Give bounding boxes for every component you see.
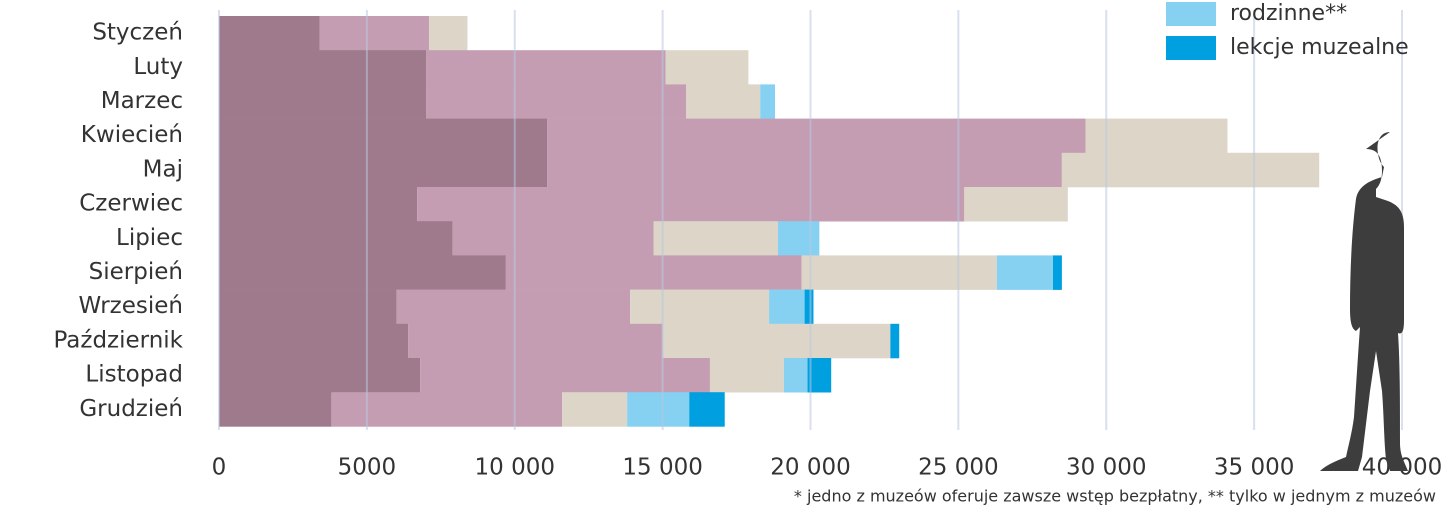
bar-segment — [801, 255, 997, 290]
bar-segment — [996, 255, 1054, 290]
bar-segment — [452, 221, 654, 256]
category-label: Styczeń — [92, 20, 183, 46]
bar-segment — [428, 16, 468, 51]
bar-segment — [219, 84, 427, 119]
category-label: Maj — [143, 156, 183, 182]
x-tick-label: 35 000 — [1214, 455, 1294, 481]
x-tick-label: 10 000 — [475, 455, 555, 481]
bars — [219, 16, 1320, 427]
bar-segment — [689, 392, 725, 427]
category-label: Marzec — [101, 88, 183, 114]
bar-segment — [219, 392, 332, 427]
bar-segment — [420, 358, 710, 393]
bar-segment — [547, 118, 1086, 154]
bar-segment — [417, 187, 965, 222]
bar-segment — [804, 289, 814, 325]
labels: Styczeń Luty Marzec Kwiecień Maj Czerwiec Lipi… — [53, 1, 1442, 481]
legend-swatch — [1166, 36, 1216, 60]
category-label: Listopad — [85, 362, 183, 388]
legend-swatch — [1166, 2, 1216, 26]
category-label: Grudzień — [79, 396, 183, 422]
bar-segment — [219, 152, 548, 188]
bar-segment — [562, 392, 628, 427]
legend-label: rodzinne** — [1230, 1, 1347, 26]
grid — [218, 10, 1403, 430]
category-label: Luty — [133, 54, 183, 80]
footnote: * jedno z muzeów oferuje zawsze wstęp be… — [794, 487, 1436, 506]
x-tick-label: 0 — [212, 455, 227, 481]
bar-segment — [627, 392, 690, 427]
category-label: Czerwiec — [79, 191, 183, 217]
legend-label: lekcje muzealne — [1230, 35, 1409, 60]
bar-segment — [760, 84, 776, 119]
bar-segment — [505, 255, 802, 290]
bar-segment — [686, 84, 761, 119]
bar-segment — [219, 358, 421, 393]
bar-segment — [219, 289, 397, 325]
bar-segment — [1053, 255, 1062, 290]
bar-segment — [426, 50, 666, 85]
bar-segment — [219, 255, 506, 290]
bar-segment — [219, 118, 548, 154]
x-tick-label: 30 000 — [1066, 455, 1146, 481]
bar-segment — [890, 323, 900, 359]
category-label: Sierpień — [89, 259, 183, 285]
bar-segment — [653, 221, 778, 256]
bar-segment — [1085, 118, 1228, 154]
x-tick-label: 5000 — [338, 455, 397, 481]
category-label: Październik — [53, 327, 183, 353]
bar-segment — [219, 221, 453, 256]
bar-segment — [807, 358, 832, 393]
bar-segment — [662, 323, 891, 359]
bar-segment — [426, 84, 687, 119]
bar-segment — [769, 289, 805, 325]
category-label: Lipiec — [116, 225, 183, 251]
bar-segment — [319, 16, 429, 51]
category-label: Wrzesień — [79, 293, 184, 319]
bar-segment — [219, 187, 418, 222]
bar-segment — [665, 50, 749, 85]
x-tick-label: 25 000 — [918, 455, 998, 481]
bar-segment — [1061, 152, 1320, 188]
bar-segment — [547, 152, 1062, 188]
bar-segment — [630, 289, 770, 325]
bar-segment — [777, 221, 820, 256]
bar-segment — [331, 392, 563, 427]
bar-segment — [709, 358, 784, 393]
bar-segment — [964, 187, 1068, 222]
person-silhouette — [1320, 132, 1408, 471]
bar-segment — [396, 289, 631, 325]
x-tick-label: 15 000 — [622, 455, 702, 481]
bar-segment — [219, 16, 320, 51]
bar-segment — [408, 323, 663, 359]
bar-segment — [783, 358, 808, 393]
bar-segment — [219, 323, 409, 359]
bar-segment — [219, 50, 427, 85]
x-tick-label: 20 000 — [770, 455, 850, 481]
category-label: Kwiecień — [81, 122, 183, 148]
